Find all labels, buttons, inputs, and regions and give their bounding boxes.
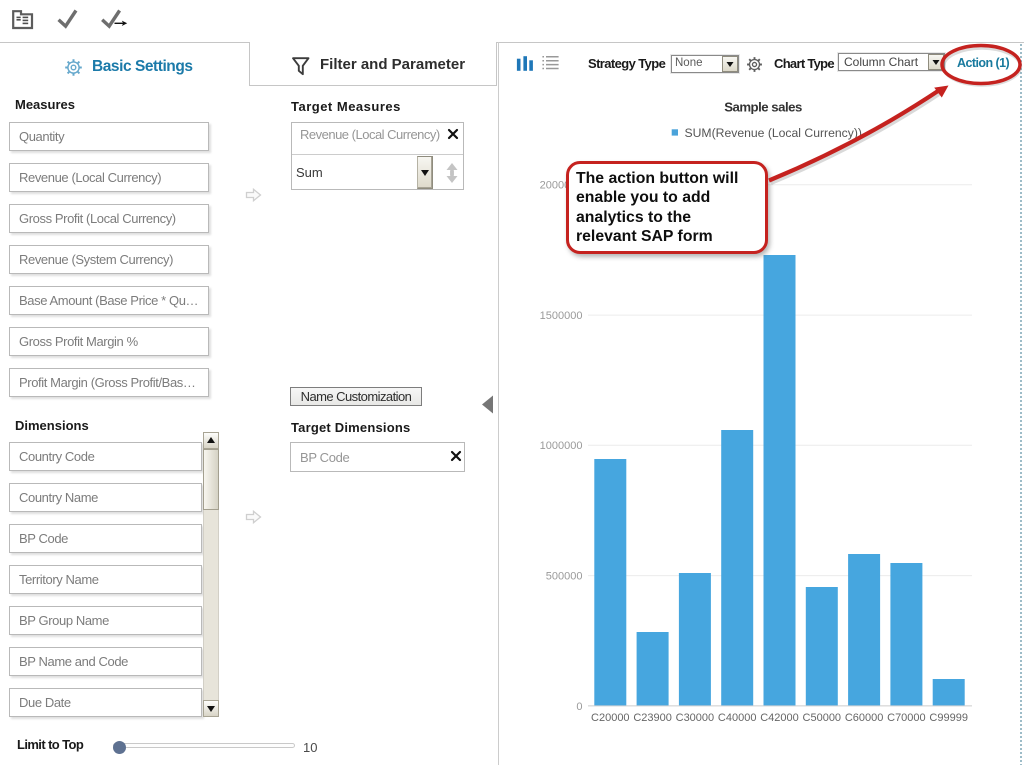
svg-text:C40000: C40000 (718, 712, 757, 724)
svg-text:0: 0 (576, 701, 582, 713)
svg-text:C70000: C70000 (887, 712, 926, 724)
svg-text:SUM(Revenue (Local Currency)): SUM(Revenue (Local Currency)) (685, 126, 862, 140)
svg-text:C42000: C42000 (760, 712, 799, 724)
svg-text:C99999: C99999 (929, 712, 968, 724)
svg-text:C50000: C50000 (803, 712, 842, 724)
svg-text:C20000: C20000 (591, 712, 630, 724)
svg-text:1000000: 1000000 (540, 440, 583, 452)
svg-text:C60000: C60000 (845, 712, 884, 724)
svg-text:C30000: C30000 (676, 712, 715, 724)
svg-text:C23900: C23900 (633, 712, 672, 724)
svg-text:Sample sales: Sample sales (724, 100, 802, 115)
svg-text:1500000: 1500000 (540, 310, 583, 322)
svg-text:500000: 500000 (546, 571, 583, 583)
